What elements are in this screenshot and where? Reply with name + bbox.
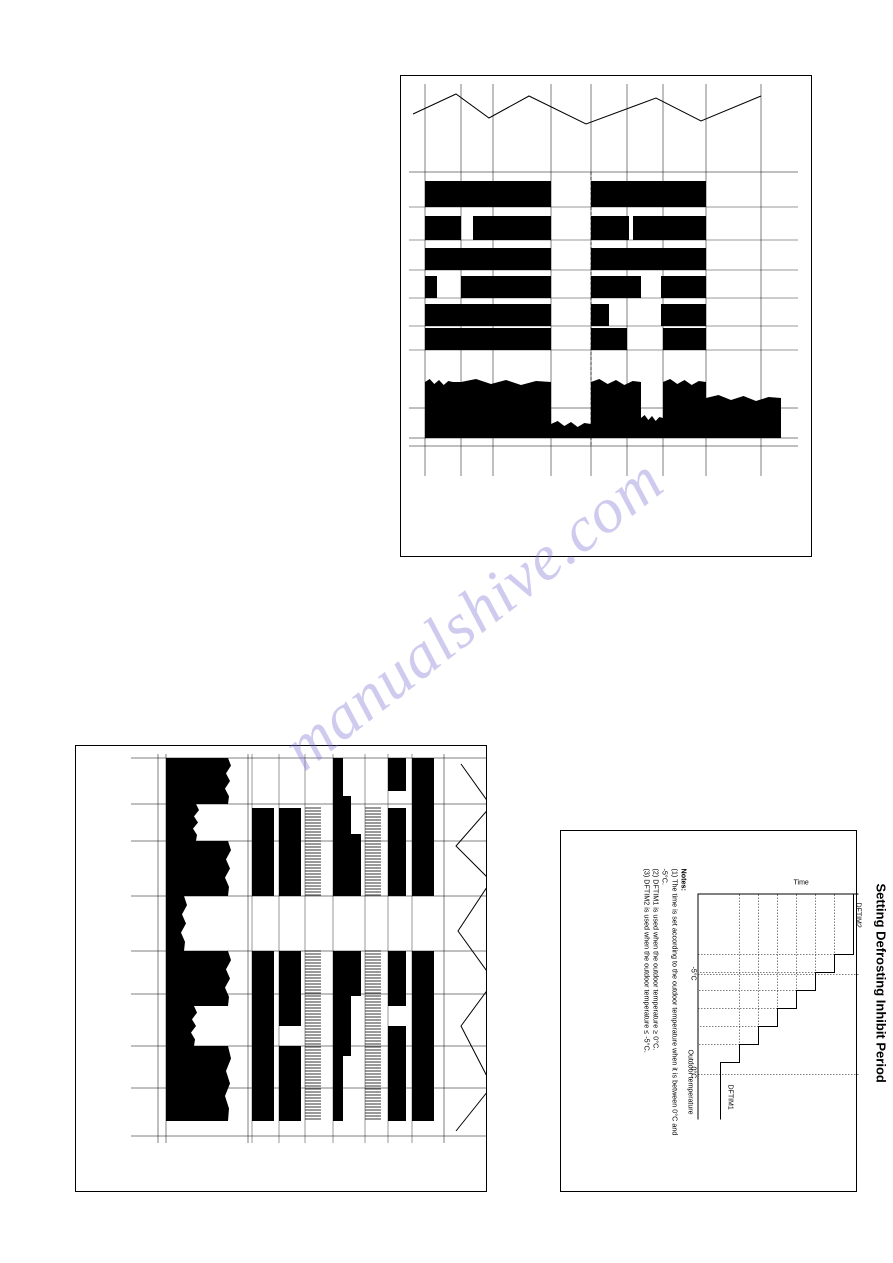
se-staircase-svg: [699, 895, 859, 1120]
se-notes: Notes: (1) The time is set according to …: [642, 869, 689, 1149]
ne-chart: [409, 84, 798, 476]
diagram-ne: [400, 75, 812, 557]
se-xtick-1: 0°C: [690, 1067, 697, 1079]
se-ylabel: Time: [794, 880, 809, 887]
se-notes-heading: Notes:: [679, 869, 688, 1149]
ne-svg: [401, 76, 811, 556]
se-note-3: (3) DFTIM2 is used when the outdoor temp…: [642, 869, 651, 1149]
sw-chart: [131, 754, 486, 1143]
se-inner: Setting Defrosting Inhibit Period Time D…: [529, 864, 889, 1159]
se-note-2: (2) DFTIM1 is used when the outdoor temp…: [651, 869, 660, 1149]
se-chart-area: Time DFTIM2 DFTIM1 Outdoor temperature -…: [698, 894, 859, 1120]
diagram-se: Setting Defrosting Inhibit Period Time D…: [560, 830, 857, 1192]
se-title: Setting Defrosting Inhibit Period: [874, 884, 889, 1204]
se-staircase-g: [699, 895, 859, 1120]
se-xtick-0: -5°C: [690, 967, 697, 981]
diagram-sw: [75, 745, 487, 1192]
se-note-1: (1) The time is set according to the out…: [660, 869, 679, 1149]
sw-svg: [76, 746, 486, 1191]
